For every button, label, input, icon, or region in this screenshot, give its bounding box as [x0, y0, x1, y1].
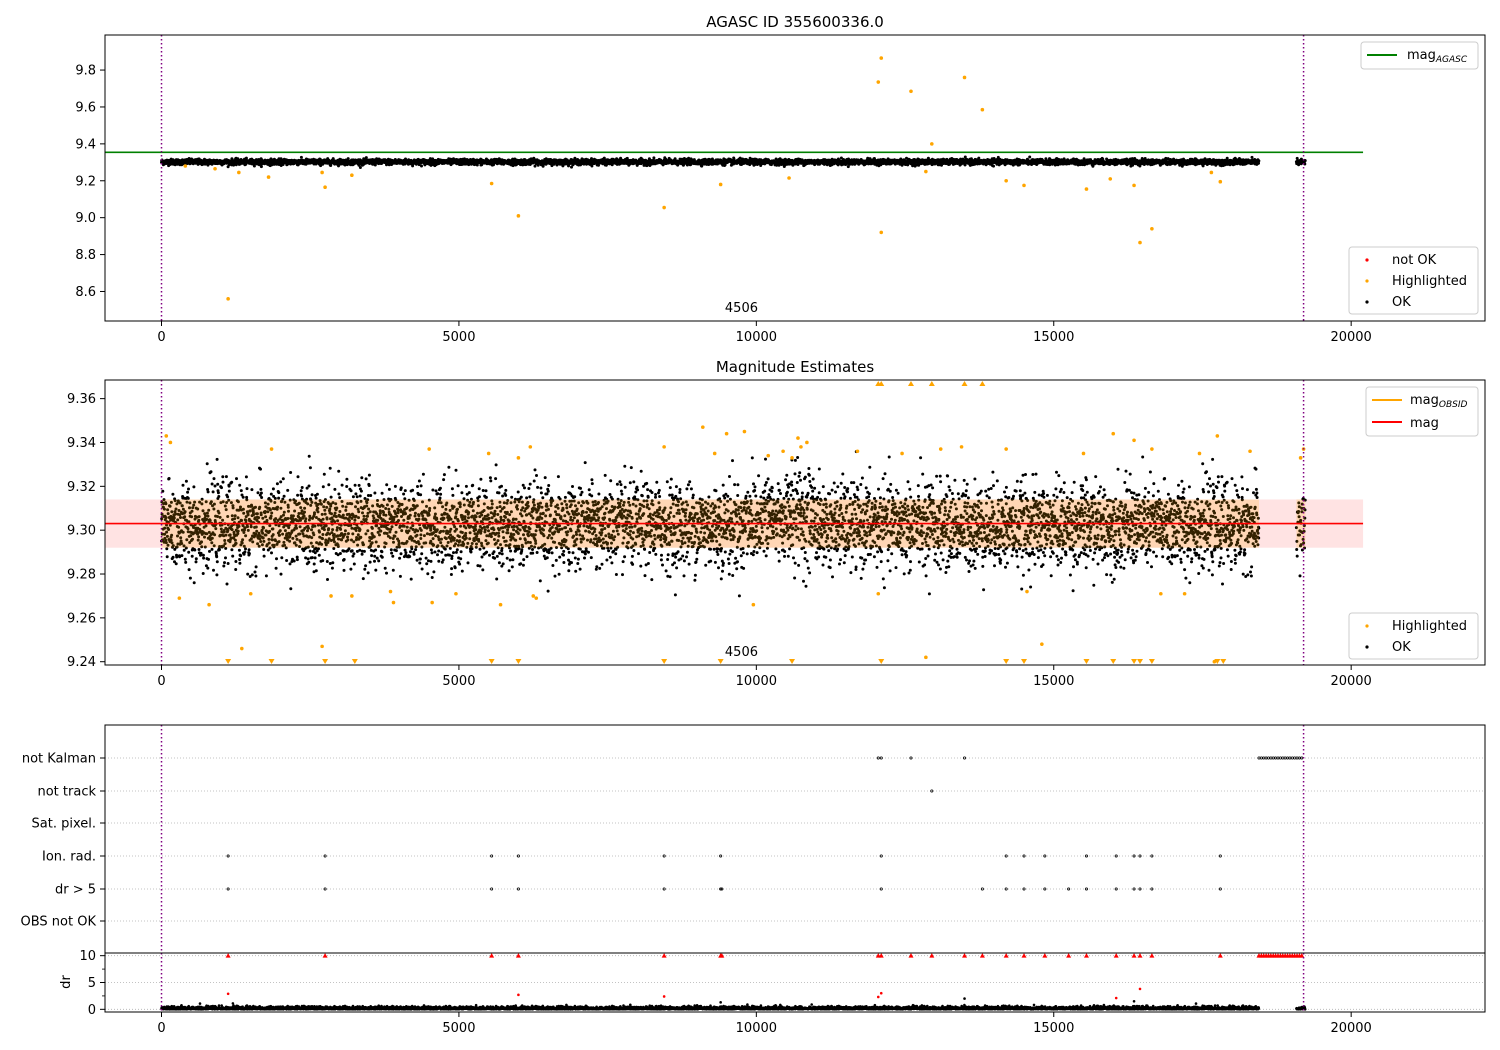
ok-point: [329, 164, 333, 167]
ok-point: [652, 156, 656, 160]
ok-point: [992, 164, 995, 168]
ok-point: [259, 165, 263, 169]
ok-point: [977, 156, 981, 160]
panel-agasc: 0 5000 10000 15000 20000 8.68.89.09.29.49.69…: [75, 13, 1486, 345]
ok-point: [364, 156, 368, 160]
ok-point: [420, 164, 423, 168]
panel-agasc-plot-area: [160, 56, 1307, 301]
ok-point: [590, 164, 594, 168]
ok-point: [244, 156, 248, 160]
ok-points-agasc: [160, 155, 1307, 169]
ok-point: [1028, 155, 1032, 159]
ok-point: [252, 164, 256, 168]
ok-point: [358, 166, 362, 169]
ok-point: [299, 155, 303, 159]
ok-point: [346, 157, 350, 161]
